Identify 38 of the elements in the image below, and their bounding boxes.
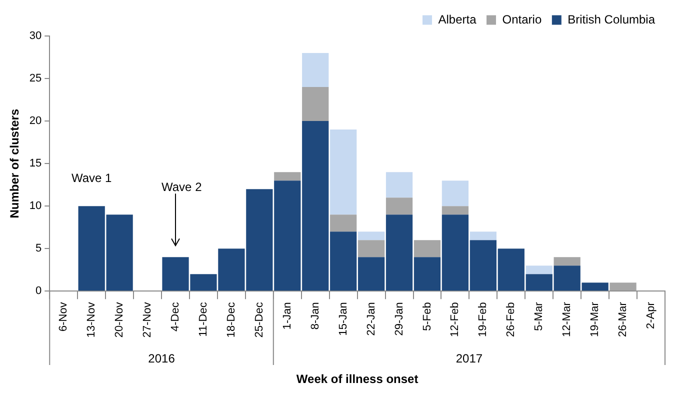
y-tick-label: 5	[36, 242, 42, 255]
legend-label: British Columbia	[568, 12, 656, 26]
legend-label: Ontario	[502, 12, 542, 26]
annotation: Wave 1	[71, 171, 112, 186]
y-tick-label: 25	[29, 72, 42, 85]
x-tick-label: 22-Jan	[365, 302, 378, 336]
x-tick-label: 19-Mar	[589, 302, 602, 337]
x-tick-label: 20-Nov	[114, 302, 126, 338]
text: 2017	[456, 351, 483, 366]
text: 2016	[148, 351, 176, 366]
x-tick-label: 8-Jan	[309, 302, 322, 330]
x-tick-label: 12-Feb	[449, 302, 462, 337]
x-tick-label: 15-Jan	[337, 302, 350, 336]
x-tick-label: 19-Feb	[477, 302, 490, 337]
x-tick-label: 27-Nov	[142, 302, 154, 338]
x-axis-title: Week of illness onset	[296, 372, 418, 386]
y-axis-title: Number of clusters	[8, 108, 22, 218]
x-tick-label: 11-Dec	[198, 302, 210, 337]
x-tick-label: 5-Feb	[421, 302, 434, 331]
x-tick-label: 12-Mar	[561, 302, 574, 337]
x-tick-label: 4-Dec	[170, 302, 182, 332]
x-tick-label: 25-Dec	[253, 302, 266, 338]
x-tick-label: 6-Nov	[58, 302, 70, 332]
legend-label: Alberta	[438, 12, 477, 26]
annotation: Wave 2	[162, 180, 202, 194]
y-tick-label: 30	[29, 30, 42, 42]
x-tick-label: 29-Jan	[393, 302, 406, 336]
y-tick-label: 10	[29, 200, 42, 212]
y-tick-label: 0	[36, 285, 42, 298]
x-tick-label: 2-Apr	[645, 302, 658, 330]
y-tick-label: 20	[29, 115, 42, 128]
x-tick-label: 18-Dec	[225, 302, 238, 338]
x-tick-label: 26-Feb	[505, 302, 518, 337]
x-tick-label: 26-Mar	[617, 302, 630, 337]
y-tick-label: 15	[29, 158, 42, 170]
x-tick-label: 5-Mar	[533, 302, 546, 331]
x-tick-label: 13-Nov	[86, 302, 98, 338]
x-tick-label: 1-Jan	[281, 302, 294, 330]
